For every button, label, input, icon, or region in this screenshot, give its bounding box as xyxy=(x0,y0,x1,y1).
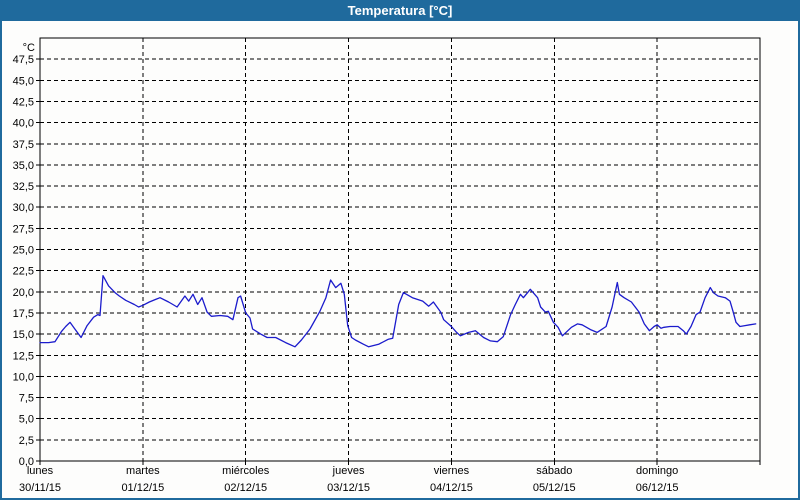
window-title-bar: Temperatura [°C] xyxy=(0,0,800,21)
x-day-date-label: 06/12/15 xyxy=(636,482,679,494)
y-tick-label: 30,0 xyxy=(13,202,34,214)
y-tick-label: 5,0 xyxy=(19,414,34,426)
y-tick-label: 35,0 xyxy=(13,160,34,172)
y-tick-label: 15,0 xyxy=(13,329,34,341)
temperature-line xyxy=(39,275,757,348)
y-tick-label: 20,0 xyxy=(13,287,34,299)
x-day-name-label: viernes xyxy=(434,465,470,477)
x-day-date-label: 04/12/15 xyxy=(430,482,473,494)
window-title: Temperatura [°C] xyxy=(347,3,453,18)
y-tick-label: 40,0 xyxy=(13,118,34,130)
x-day-date-label: 02/12/15 xyxy=(224,482,267,494)
y-tick-label: 42,5 xyxy=(13,96,34,108)
x-day-date-label: 03/12/15 xyxy=(327,482,370,494)
x-day-name-label: sábado xyxy=(536,465,572,477)
y-tick-label: 47,5 xyxy=(13,54,34,66)
y-tick-label: 45,0 xyxy=(13,75,34,87)
y-tick-label: 32,5 xyxy=(13,181,34,193)
x-day-date-label: 01/12/15 xyxy=(121,482,164,494)
x-day-name-label: jueves xyxy=(332,465,365,477)
y-axis-unit-label: °C xyxy=(23,42,35,54)
y-tick-label: 17,5 xyxy=(13,308,34,320)
x-day-name-label: martes xyxy=(126,465,160,477)
x-day-name-label: miércoles xyxy=(222,465,270,477)
x-day-name-label: domingo xyxy=(636,465,678,477)
y-tick-label: 27,5 xyxy=(13,223,34,235)
y-tick-label: 7,5 xyxy=(19,393,34,405)
x-day-date-label: 05/12/15 xyxy=(533,482,576,494)
y-tick-label: 12,5 xyxy=(13,350,34,362)
temperature-chart: 0,0 2,5 5,0 7,5 10,0 12,5 15,0 17,5 20,0 22,5 25,0… xyxy=(13,37,761,494)
y-tick-label: 22,5 xyxy=(13,266,34,278)
y-tick-label: 2,5 xyxy=(19,435,34,447)
y-tick-label: 25,0 xyxy=(13,245,34,257)
y-tick-label: 0,0 xyxy=(19,456,34,468)
x-day-date-label: 30/11/15 xyxy=(19,482,61,494)
y-tick-label: 10,0 xyxy=(13,371,34,383)
y-tick-label: 37,5 xyxy=(13,139,34,151)
x-day-name-label: lunes xyxy=(27,465,54,477)
